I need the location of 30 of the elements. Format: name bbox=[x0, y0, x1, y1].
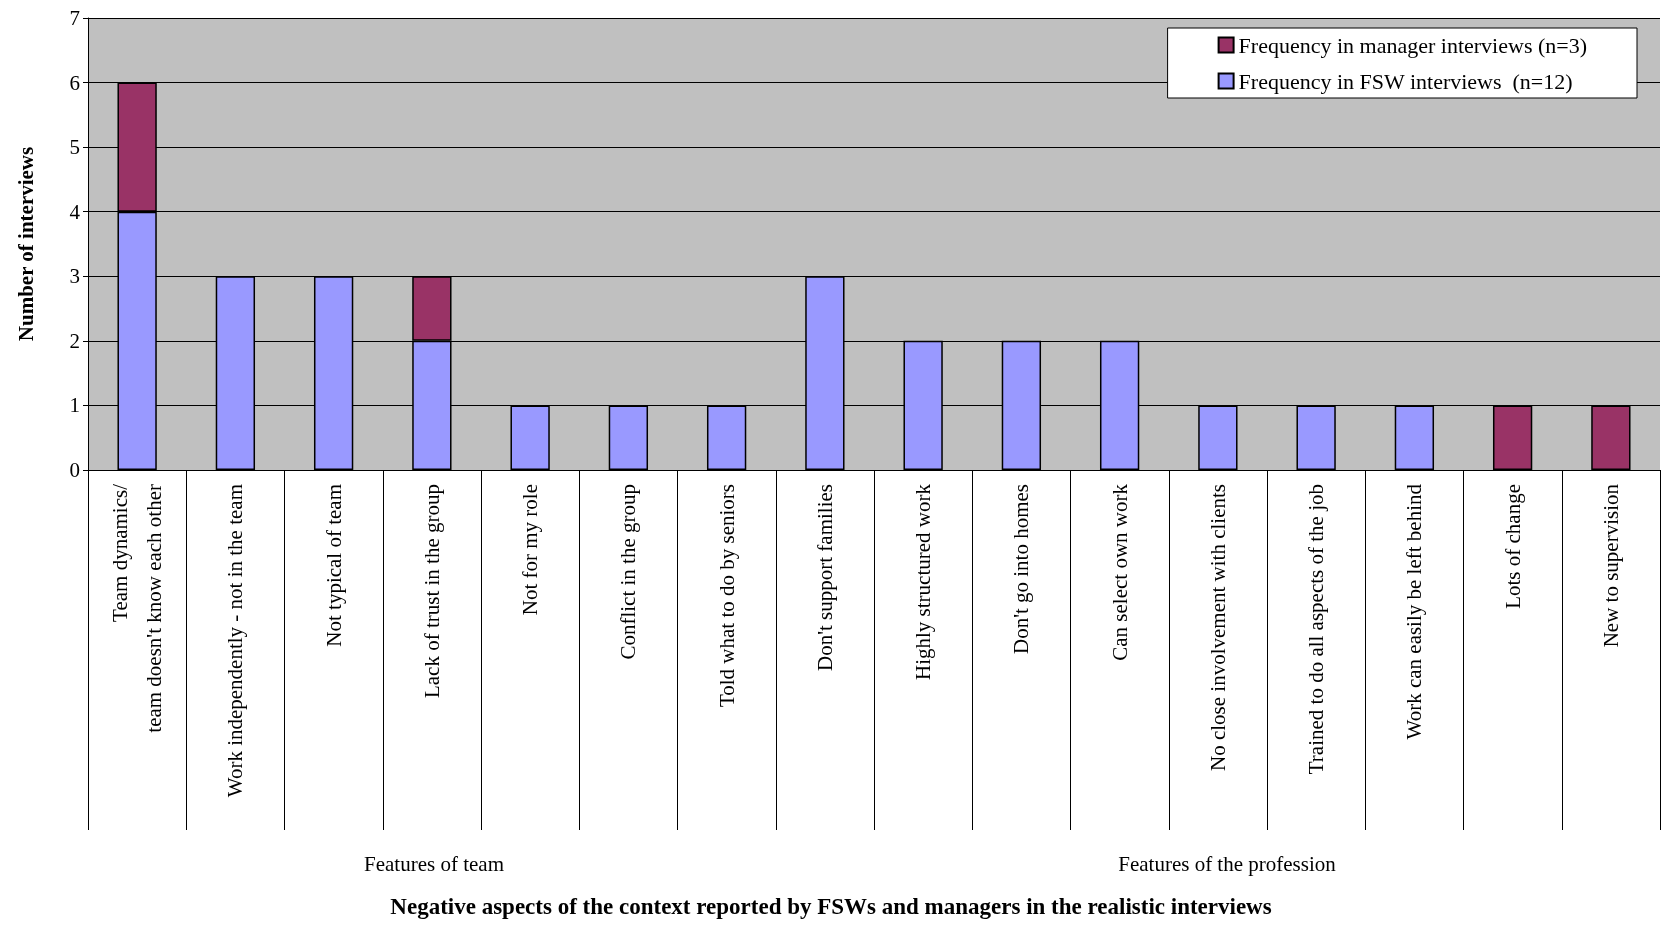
x-tick-label: Don't go into homes bbox=[1009, 484, 1034, 655]
x-tick-label: Can select own work bbox=[1107, 483, 1132, 661]
x-tick-label: Conflict in the group bbox=[616, 484, 641, 660]
x-tick-label: Team dynamics/ team doesn't know each other bbox=[108, 483, 167, 733]
y-tick-label: 7 bbox=[69, 6, 80, 30]
y-axis-title: Number of interviews bbox=[13, 146, 38, 342]
x-tick-label: Lots of change bbox=[1500, 484, 1525, 609]
x-tick-label: Work independently - not in the team bbox=[223, 484, 248, 798]
y-tick-label: 2 bbox=[69, 328, 80, 353]
y-tick-label: 6 bbox=[69, 70, 80, 95]
text: Negative aspects of the context reported by FSWs and managers in the realistic interviews bbox=[390, 894, 1272, 919]
y-tick-label: 4 bbox=[69, 199, 81, 224]
x-tick-label: Work can easily be left behind bbox=[1402, 483, 1427, 740]
x-tick-label: No close involvement with clients bbox=[1205, 484, 1230, 771]
y-tick-label: 3 bbox=[69, 264, 80, 289]
y-tick-label: 1 bbox=[69, 393, 80, 418]
x-tick-label: New to supervision bbox=[1598, 483, 1623, 648]
y-tick-label: 0 bbox=[69, 458, 80, 482]
x-tick-label: Highly structured work bbox=[911, 483, 936, 680]
legend-label: Frequency in manager interviews (n=3) bbox=[1238, 32, 1587, 58]
x-tick-label: Trained to do all aspects of the job bbox=[1304, 484, 1329, 775]
x-tick-label: Not typical of team bbox=[321, 484, 346, 647]
text: Features of team bbox=[364, 852, 504, 876]
text: Features of the profession bbox=[1118, 852, 1337, 876]
x-tick-label: Told what to do by seniors bbox=[714, 484, 739, 708]
y-tick-label: 5 bbox=[69, 135, 80, 160]
x-tick-label: Lack of trust in the group bbox=[419, 484, 444, 699]
legend-label: Frequency in FSW interviews (n=12) bbox=[1238, 68, 1573, 94]
x-tick-label: Not for my role bbox=[518, 484, 543, 616]
x-tick-label: Don't support families bbox=[812, 484, 837, 671]
